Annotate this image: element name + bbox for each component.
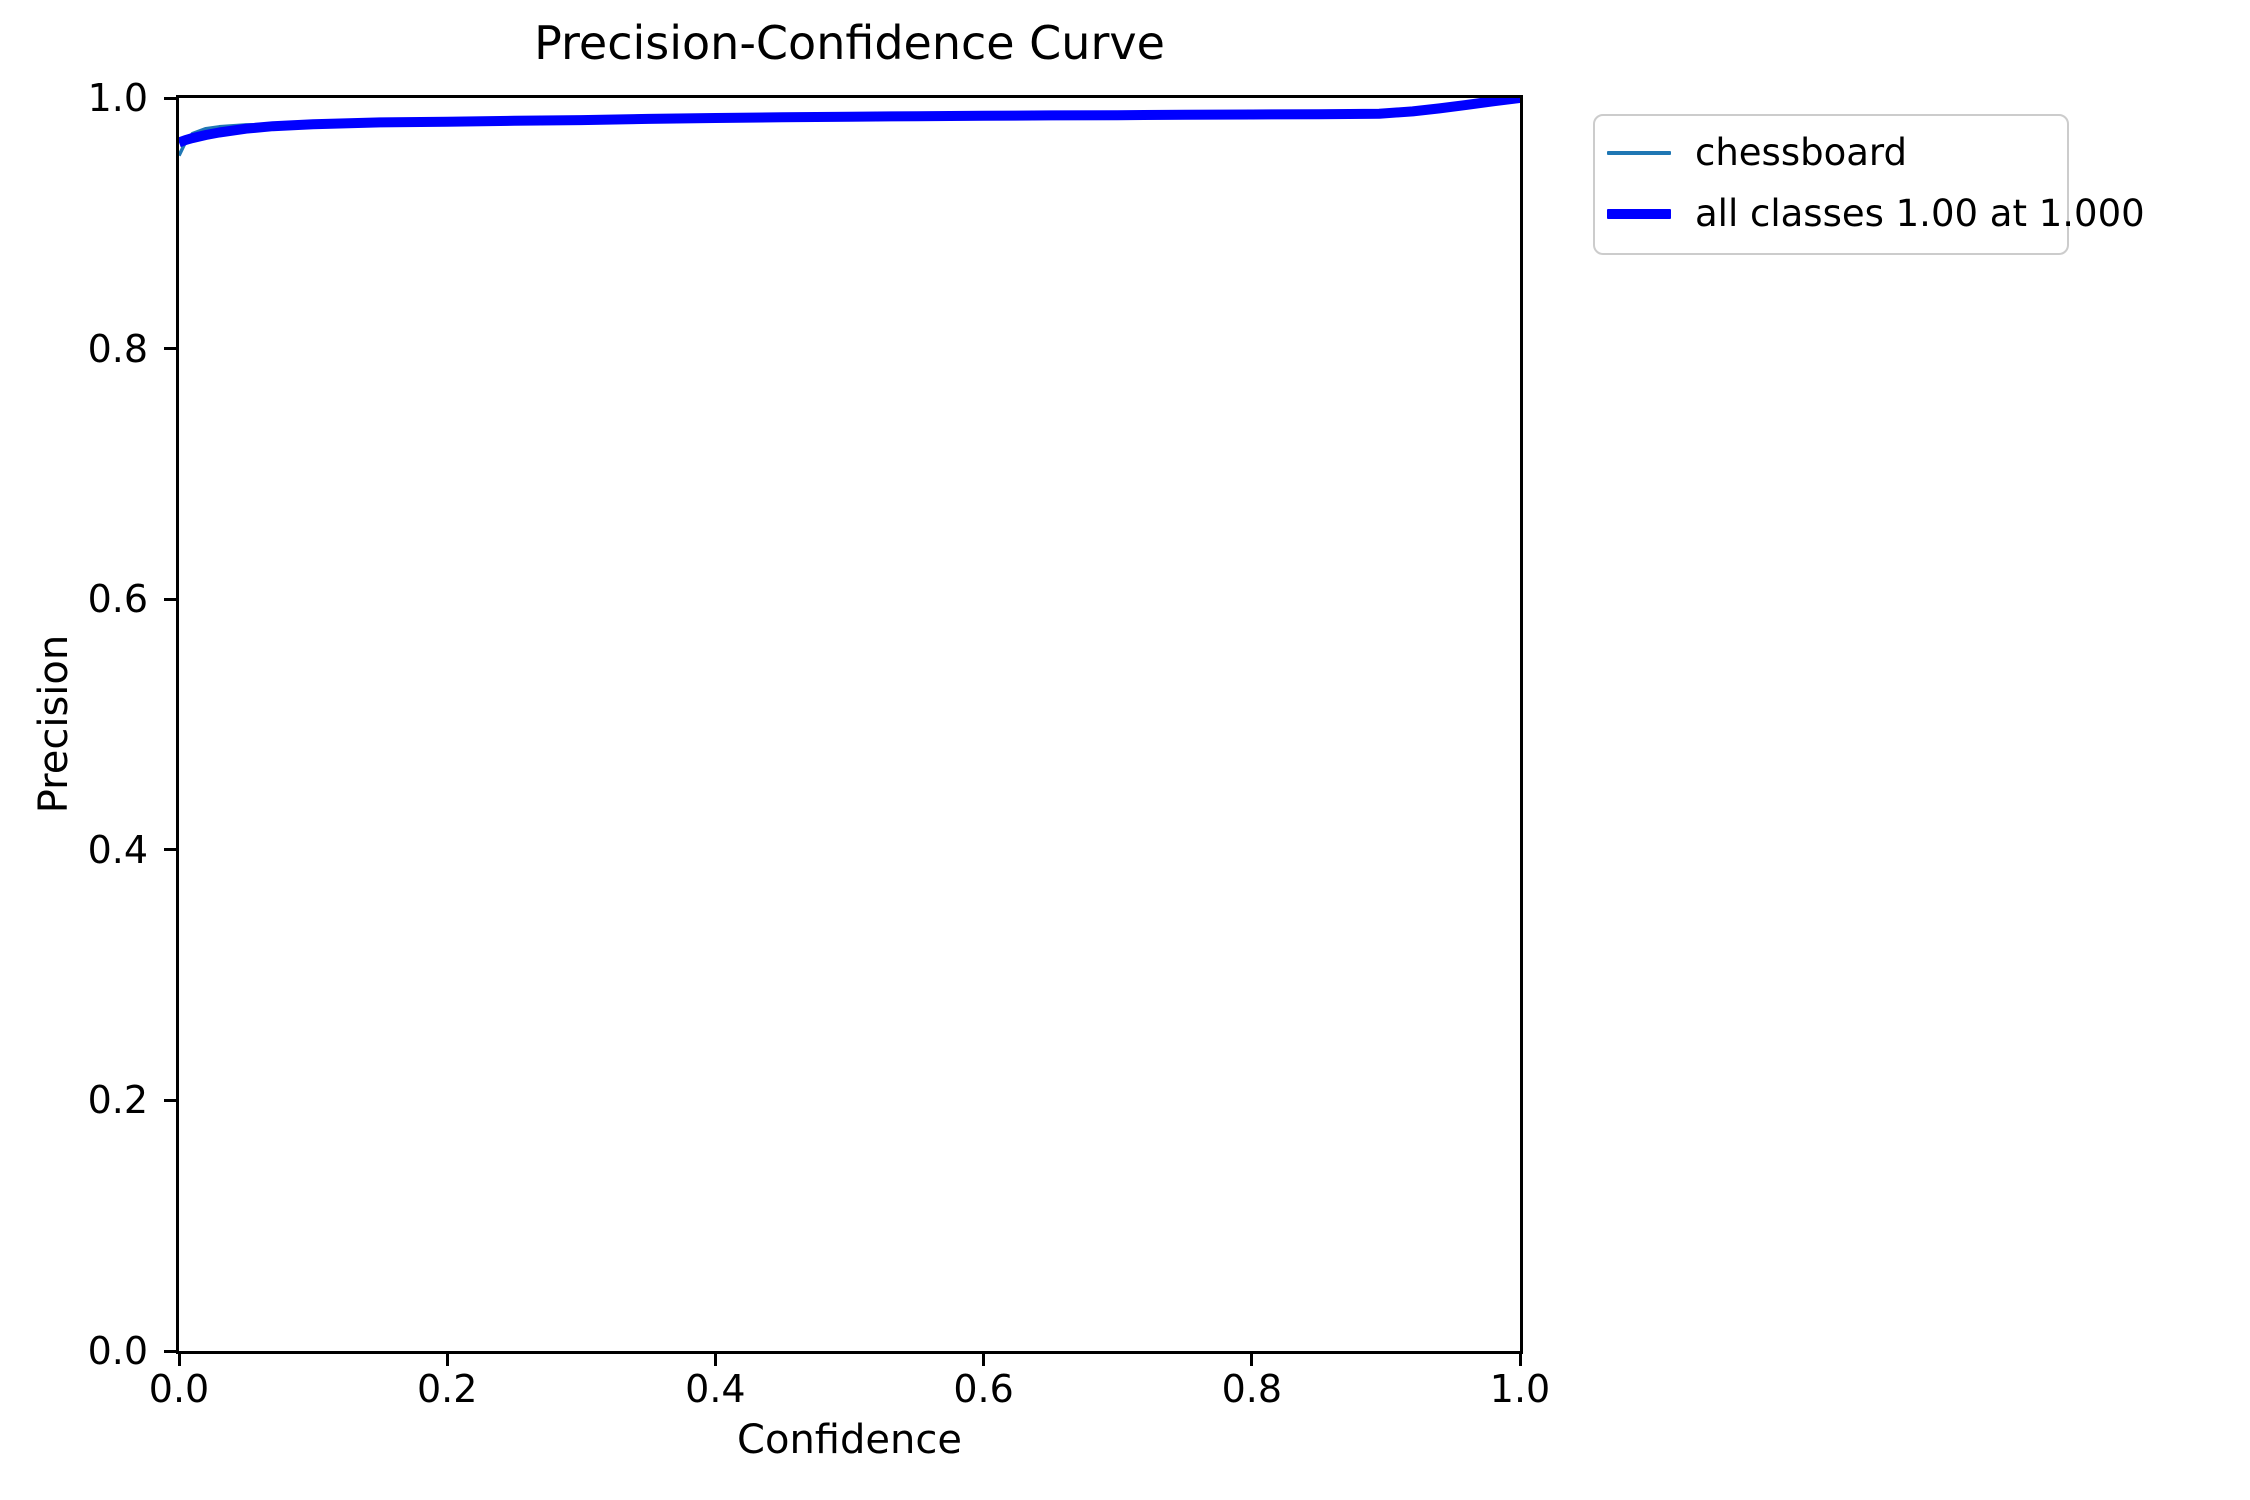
x-axis-label: Confidence [737, 1417, 962, 1463]
chart-title: Precision-Confidence Curve [534, 16, 1165, 70]
legend-entry-all-classes: all classes 1.00 at 1.000 [1607, 192, 2145, 236]
x-tick-label-0.8: 0.8 [1221, 1367, 1283, 1411]
legend-label-all-classes: all classes 1.00 at 1.000 [1695, 191, 2145, 235]
y-axis-label: Precision [31, 634, 77, 814]
y-tick-label-0.4: 0.4 [87, 827, 148, 872]
legend-label-chessboard: chessboard [1695, 131, 1907, 174]
x-tick-mark-0.2 [445, 1354, 449, 1366]
legend: chessboard all classes 1.00 at 1.000 [1593, 114, 2145, 256]
y-tick-mark-0.2 [164, 1098, 176, 1102]
legend-swatch-all-classes [1607, 208, 1671, 219]
x-tick-mark-1.0 [1518, 1354, 1522, 1366]
x-tick-label-0.2: 0.2 [416, 1367, 478, 1411]
y-tick-mark-0.0 [164, 1349, 176, 1353]
series-line-all-classes [179, 98, 1520, 148]
legend-swatch-chessboard [1607, 151, 1671, 156]
x-tick-label-1.0: 1.0 [1489, 1367, 1551, 1411]
y-tick-mark-0.4 [164, 848, 176, 852]
x-tick-label-0.0: 0.0 [148, 1367, 210, 1411]
plot-area [176, 95, 1523, 1354]
y-tick-mark-0.6 [164, 597, 176, 601]
x-tick-label-0.4: 0.4 [685, 1367, 746, 1411]
x-tick-mark-0.8 [1250, 1354, 1254, 1366]
y-tick-label-0.2: 0.2 [87, 1078, 148, 1123]
y-tick-label-0.6: 0.6 [87, 577, 148, 622]
y-tick-mark-1.0 [164, 96, 176, 100]
y-tick-label-1.0: 1.0 [87, 76, 148, 120]
y-tick-label-0.8: 0.8 [87, 326, 148, 371]
y-tick-label-0.0: 0.0 [87, 1329, 148, 1373]
x-tick-label-0.6: 0.6 [953, 1367, 1014, 1411]
x-tick-mark-0.0 [177, 1354, 181, 1366]
y-tick-mark-0.8 [164, 347, 176, 351]
x-tick-mark-0.6 [982, 1354, 986, 1366]
legend-entry-chessboard: chessboard [1607, 131, 2053, 175]
plot-svg [179, 98, 1520, 157]
x-tick-mark-0.4 [713, 1354, 717, 1366]
